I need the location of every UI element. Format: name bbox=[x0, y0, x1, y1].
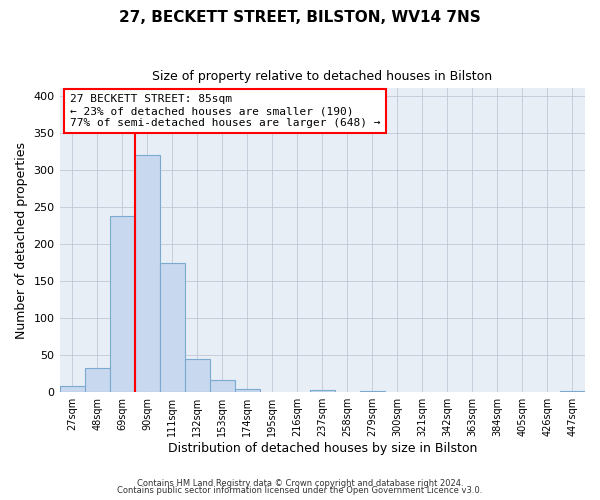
Y-axis label: Number of detached properties: Number of detached properties bbox=[15, 142, 28, 339]
Bar bbox=[85, 368, 110, 392]
Bar bbox=[560, 390, 585, 392]
Text: Contains HM Land Registry data © Crown copyright and database right 2024.: Contains HM Land Registry data © Crown c… bbox=[137, 478, 463, 488]
X-axis label: Distribution of detached houses by size in Bilston: Distribution of detached houses by size … bbox=[167, 442, 477, 455]
Bar bbox=[110, 216, 134, 392]
Title: Size of property relative to detached houses in Bilston: Size of property relative to detached ho… bbox=[152, 70, 493, 83]
Bar bbox=[310, 390, 335, 392]
Bar bbox=[134, 155, 160, 392]
Text: 27, BECKETT STREET, BILSTON, WV14 7NS: 27, BECKETT STREET, BILSTON, WV14 7NS bbox=[119, 10, 481, 25]
Text: Contains public sector information licensed under the Open Government Licence v3: Contains public sector information licen… bbox=[118, 486, 482, 495]
Bar bbox=[160, 262, 185, 392]
Bar bbox=[209, 380, 235, 392]
Bar bbox=[235, 388, 260, 392]
Bar bbox=[59, 386, 85, 392]
Bar bbox=[185, 359, 209, 392]
Text: 27 BECKETT STREET: 85sqm
← 23% of detached houses are smaller (190)
77% of semi-: 27 BECKETT STREET: 85sqm ← 23% of detach… bbox=[70, 94, 380, 128]
